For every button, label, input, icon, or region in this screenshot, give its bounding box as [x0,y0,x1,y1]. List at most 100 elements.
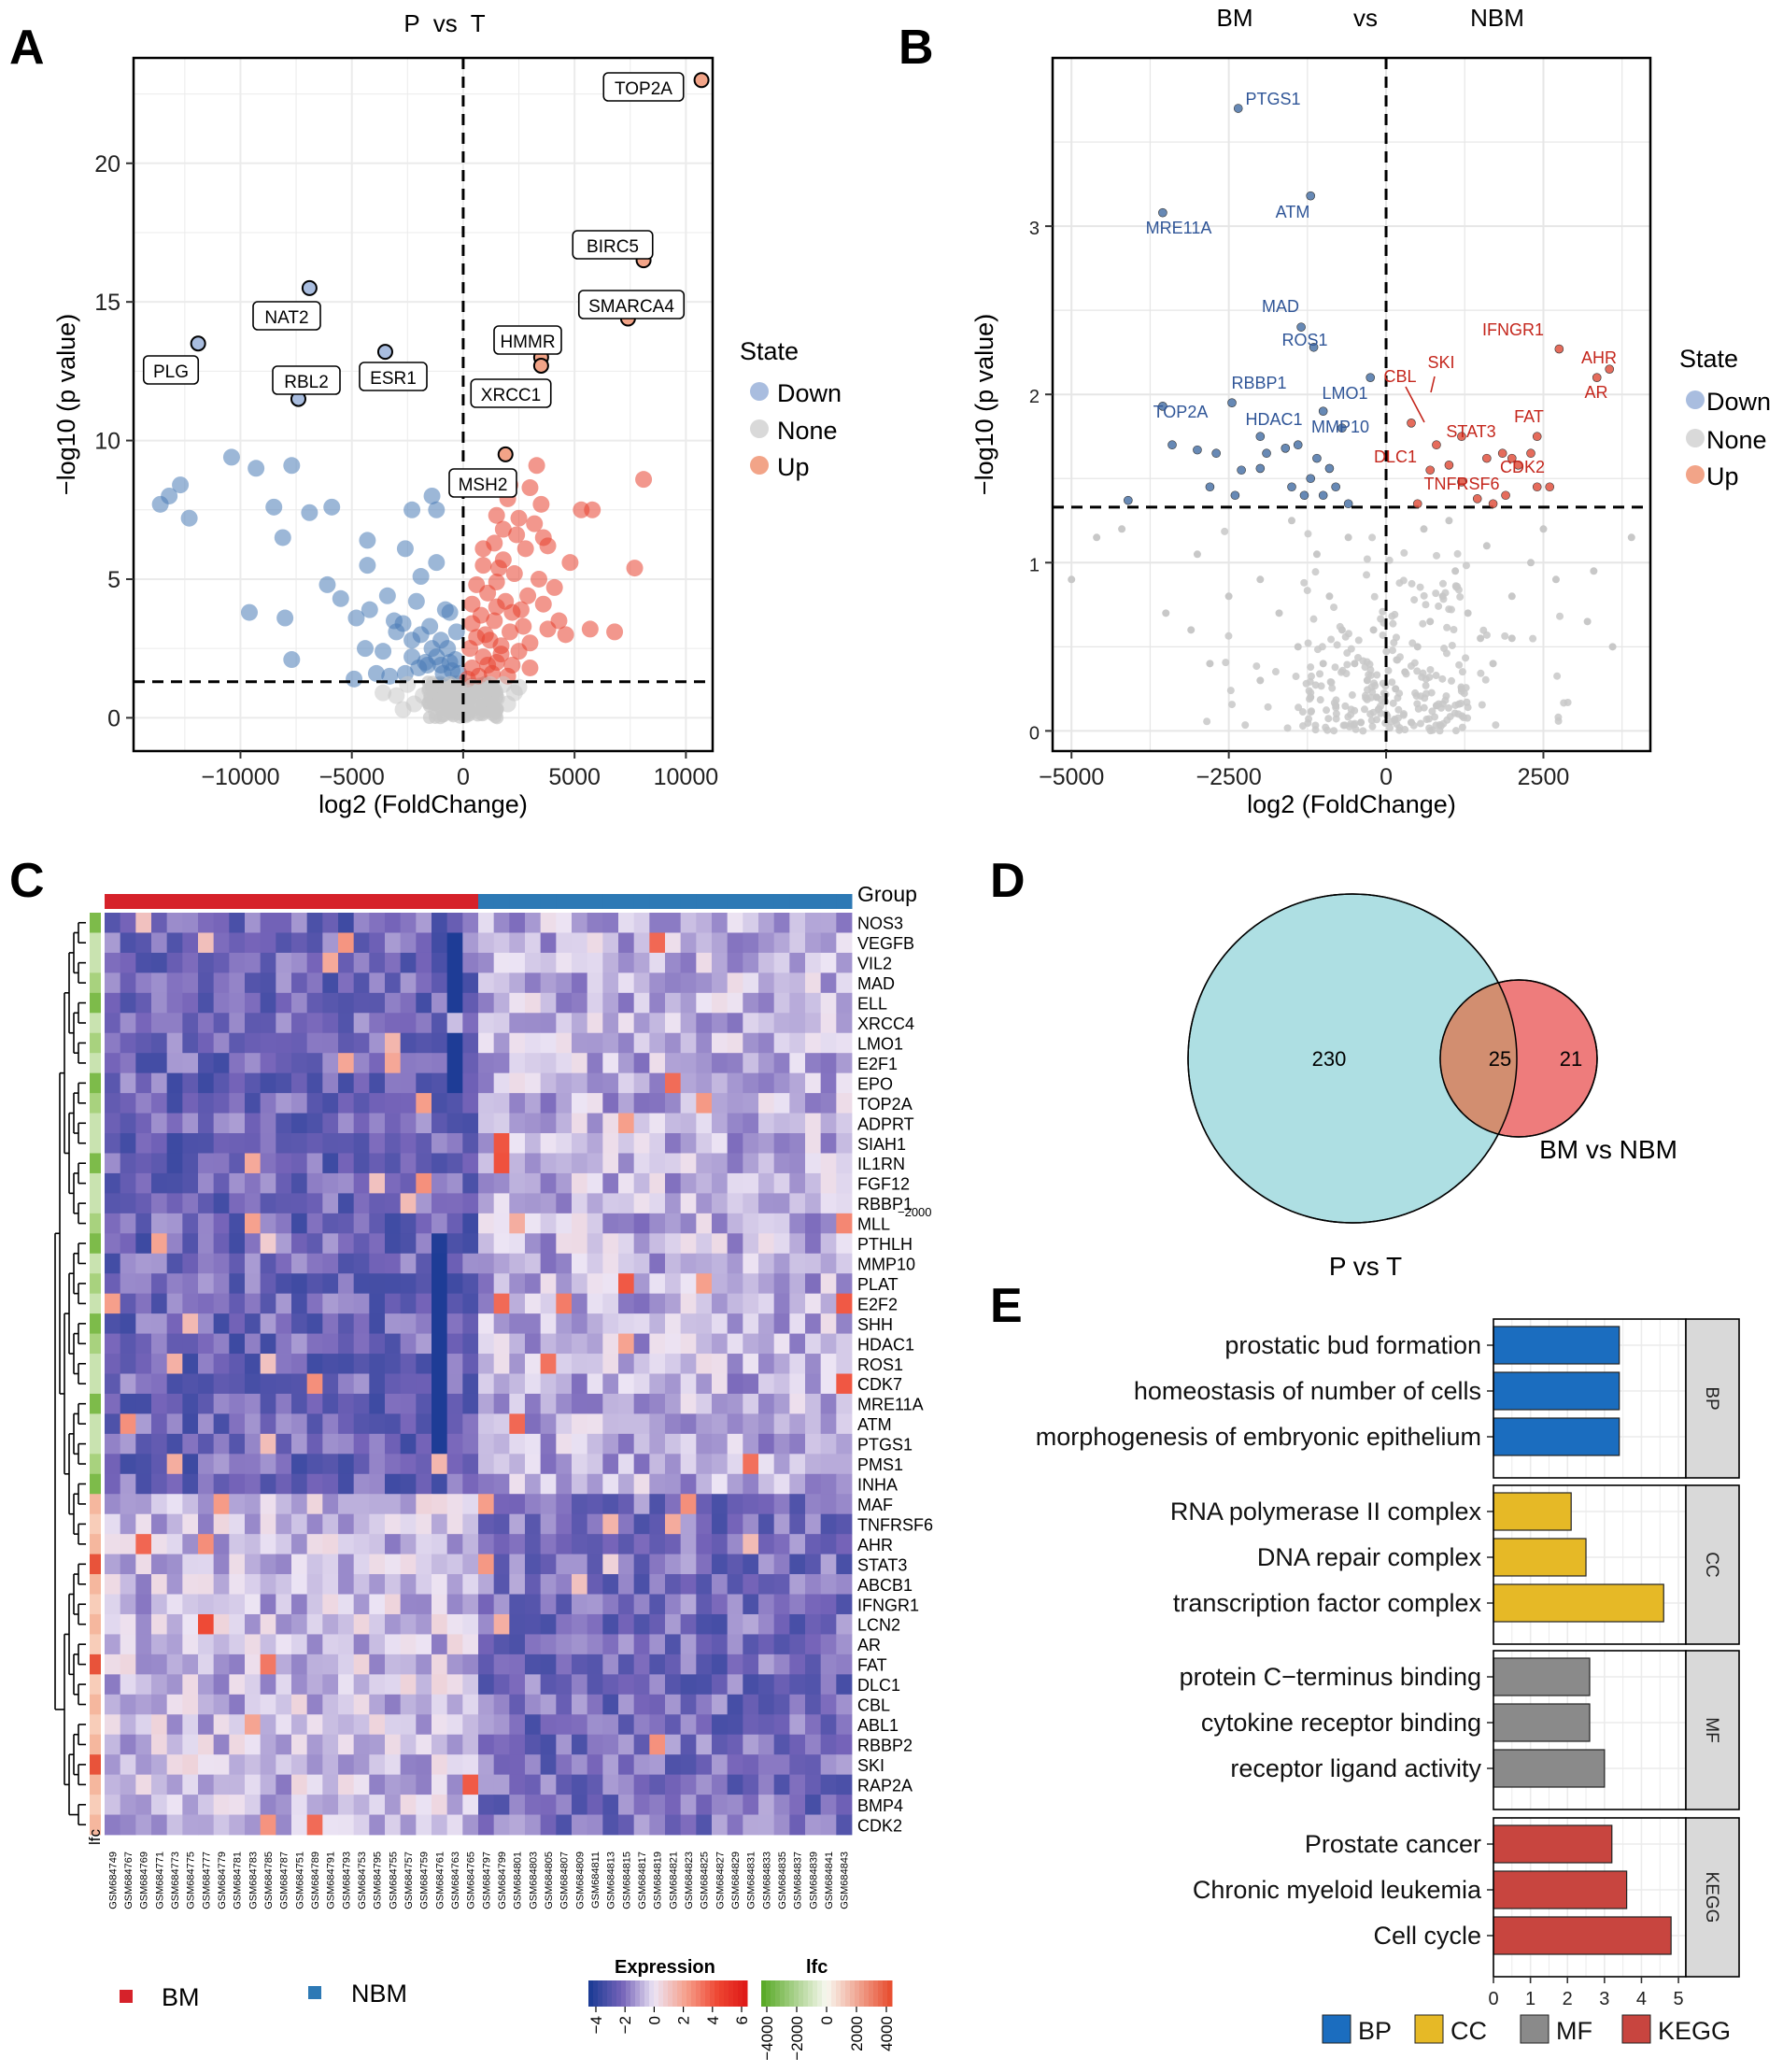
heatmap-cell [416,1032,432,1054]
heatmap-cell [120,1373,136,1395]
heatmap-cell [120,1613,136,1635]
heatmap-cell [432,1513,448,1535]
heatmap-cell [105,1814,121,1836]
heatmap-cell [602,913,619,933]
point-none [1432,672,1440,680]
heatmap-cell [166,1754,183,1776]
heatmap-cell [198,1534,215,1555]
lfc-cell [90,1032,101,1054]
group-bar-cell [446,894,463,909]
heatmap-cell [446,952,463,973]
heatmap-cell [306,1313,323,1334]
heatmap-cell [198,932,215,954]
heatmap-cell [416,1513,432,1535]
heatmap-cell [509,1674,526,1696]
heatmap-cell [649,1413,666,1435]
heatmap-cell [353,1694,370,1715]
heatmap-cell [712,1754,729,1776]
heatmap-cell [322,1273,339,1295]
heatmap-cell [245,1694,262,1715]
group-bar-cell [649,894,666,909]
heatmap-cell [369,1172,386,1194]
gene-label: MMP10 [1311,418,1369,436]
point-down [1237,465,1246,475]
heatmap-cell [665,1734,682,1755]
heatmap-cell [696,1373,713,1395]
point-none [1351,725,1360,733]
heatmap-cell [540,1473,557,1495]
point-up [1513,461,1523,470]
heatmap-cell [618,1674,635,1696]
heatmap-cell [353,1373,370,1395]
heatmap-cell [462,1013,479,1034]
point-none [1360,705,1368,714]
heatmap-cell [836,1574,853,1595]
heatmap-cell [120,1754,136,1776]
lfc-cell [90,913,101,933]
heatmap-cell [276,1253,292,1274]
point-none [474,689,492,707]
heatmap-cell [291,1072,308,1094]
heatmap-cell [618,972,635,994]
heatmap-cell [462,1754,479,1776]
point-down [359,532,376,549]
heatmap-cell [525,1373,542,1395]
heatmap-cell [353,1172,370,1194]
point-none [1554,713,1563,721]
heatmap-cell [105,1513,121,1535]
point-down [1227,398,1237,407]
heatmap-cell [229,1153,246,1174]
colorbar-step [724,1980,729,2007]
heatmap-cell [696,1193,713,1214]
heatmap-cell [400,1032,417,1054]
heatmap-cell [836,1534,853,1555]
heatmap-cell [665,1694,682,1715]
volcano-b-labels: PTGS1MRE11AATMMADROS1RBBP1TOP2ALMO1HDAC1… [1146,90,1617,493]
heatmap-cell [353,1393,370,1414]
point-none [1354,653,1363,661]
heatmap-cell [151,913,168,933]
heatmap-cell [198,1313,215,1334]
heatmap-cell [338,1634,355,1655]
colorbar-step [817,1980,823,2007]
heatmap-cell [587,1393,603,1414]
heatmap-cell [587,1513,603,1535]
heatmap-cell [446,1213,463,1234]
heatmap-cell [151,1473,168,1495]
heatmap-cell [633,1213,650,1234]
heatmap-cell [416,1613,432,1635]
point-none [1345,630,1353,638]
heatmap-cell [462,1213,479,1234]
heatmap-cell [509,1013,526,1034]
sample-label: GSM684811 [590,1852,601,1909]
heatmap-cell [151,1814,168,1836]
heatmap-cell [151,1313,168,1334]
heatmap-cell [633,1554,650,1575]
sample-label: GSM684821 [668,1852,679,1909]
point-none [1370,592,1379,601]
lfc-cell [90,1213,101,1234]
heatmap-cell [493,1714,510,1736]
heatmap-cell [696,1113,713,1134]
heatmap-cell [696,1473,713,1495]
heatmap-cell [820,932,837,954]
point-none [1118,525,1126,533]
heatmap-cell [649,1433,666,1455]
heatmap-cell [446,1293,463,1314]
heatmap-cell [572,1032,588,1054]
heatmap-cell [400,1513,417,1535]
heatmap-cell [618,1433,635,1455]
heatmap-cell [525,1393,542,1414]
heatmap-cell [572,1494,588,1515]
heatmap-cell [338,1534,355,1555]
point-none [1482,631,1491,639]
heatmap-cell [836,1313,853,1334]
colorbar-step [789,1980,795,2007]
colorbar-step [873,1980,879,2007]
heatmap-cell [198,1594,215,1615]
heatmap-cell [665,1293,682,1314]
heatmap-cell [213,1454,230,1475]
colorbar-tick-label: 6 [733,2016,751,2024]
heatmap-cell [727,932,743,954]
heatmap-cell [432,1473,448,1495]
